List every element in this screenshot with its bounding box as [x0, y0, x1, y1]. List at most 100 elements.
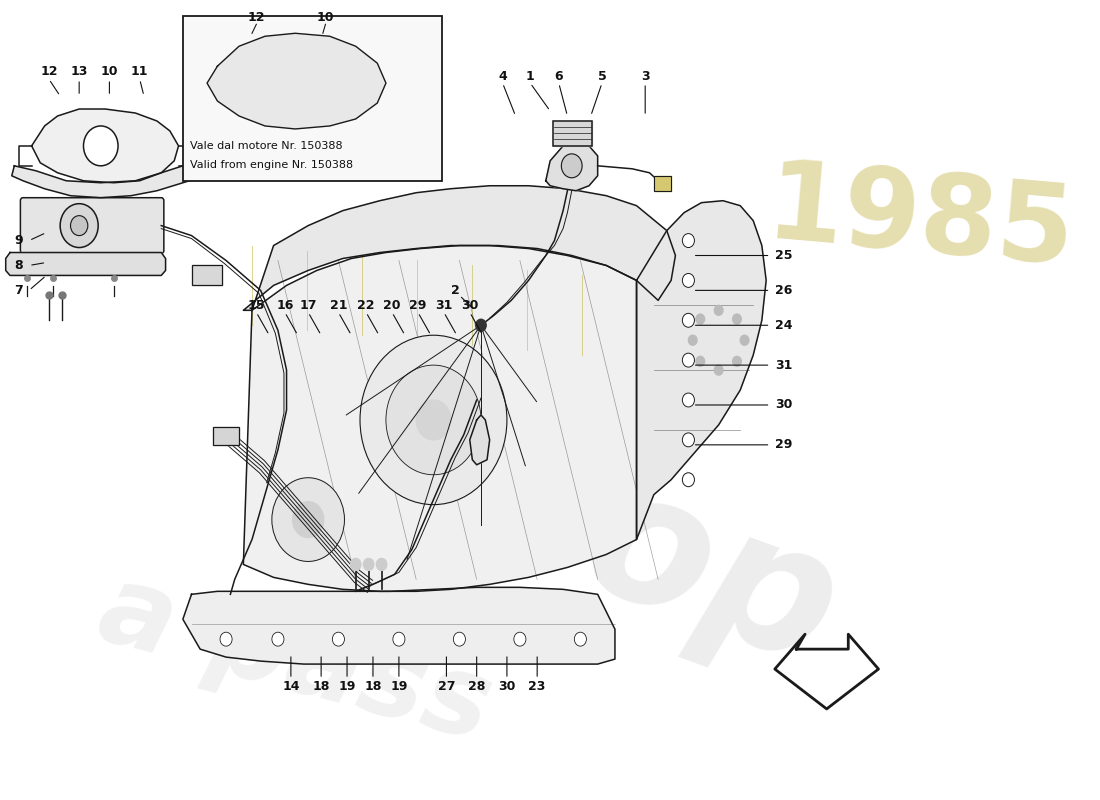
- Text: 4: 4: [498, 70, 507, 82]
- Circle shape: [360, 335, 507, 505]
- Bar: [213, 427, 239, 445]
- Text: 28: 28: [468, 681, 485, 694]
- Circle shape: [696, 356, 705, 366]
- Text: 9: 9: [14, 234, 23, 247]
- Text: 21: 21: [330, 299, 348, 312]
- Circle shape: [574, 632, 586, 646]
- Text: 27: 27: [438, 681, 455, 694]
- Text: 6: 6: [554, 70, 563, 82]
- Circle shape: [476, 319, 486, 331]
- Polygon shape: [6, 253, 166, 275]
- Circle shape: [561, 154, 582, 178]
- Circle shape: [84, 126, 118, 166]
- Bar: [552, 121, 592, 146]
- Text: 25: 25: [774, 249, 792, 262]
- Circle shape: [351, 558, 361, 570]
- Text: 5: 5: [597, 70, 606, 82]
- FancyBboxPatch shape: [183, 16, 442, 181]
- Text: 29: 29: [409, 299, 427, 312]
- FancyBboxPatch shape: [21, 198, 164, 254]
- Circle shape: [714, 365, 723, 375]
- Text: 20: 20: [383, 299, 400, 312]
- Text: 19: 19: [390, 681, 408, 694]
- Text: 19: 19: [339, 681, 355, 694]
- Text: 3: 3: [641, 70, 649, 82]
- Circle shape: [682, 353, 694, 367]
- Text: 1: 1: [526, 70, 535, 82]
- Text: 30: 30: [774, 398, 792, 411]
- Circle shape: [386, 365, 481, 474]
- Circle shape: [514, 632, 526, 646]
- Circle shape: [714, 306, 723, 315]
- Text: 31: 31: [436, 299, 452, 312]
- Text: 24: 24: [774, 318, 792, 332]
- Text: 2: 2: [451, 284, 460, 297]
- Polygon shape: [774, 634, 879, 709]
- Polygon shape: [470, 415, 490, 465]
- Circle shape: [696, 314, 705, 324]
- Text: 29: 29: [774, 438, 792, 451]
- Text: 15: 15: [248, 299, 265, 312]
- Circle shape: [453, 632, 465, 646]
- Polygon shape: [243, 186, 675, 310]
- Text: Vale dal motore Nr. 150388: Vale dal motore Nr. 150388: [190, 141, 342, 151]
- Circle shape: [682, 393, 694, 407]
- Circle shape: [416, 400, 451, 440]
- Bar: [653, 176, 671, 190]
- Circle shape: [682, 473, 694, 486]
- Text: 8: 8: [14, 259, 23, 272]
- Circle shape: [363, 558, 374, 570]
- Circle shape: [272, 478, 344, 562]
- Text: 12: 12: [248, 11, 265, 24]
- Circle shape: [376, 558, 387, 570]
- Text: 22: 22: [358, 299, 375, 312]
- Text: 18: 18: [364, 681, 382, 694]
- Bar: [191, 266, 222, 286]
- Text: 30: 30: [461, 299, 478, 312]
- Text: 18: 18: [312, 681, 330, 694]
- Circle shape: [733, 314, 741, 324]
- Circle shape: [70, 216, 88, 235]
- Circle shape: [682, 234, 694, 247]
- Text: europ: europ: [243, 335, 861, 704]
- Text: Valid from engine Nr. 150388: Valid from engine Nr. 150388: [190, 160, 353, 170]
- Polygon shape: [12, 164, 196, 198]
- Text: 16: 16: [276, 299, 294, 312]
- Text: 11: 11: [131, 65, 149, 78]
- Circle shape: [682, 433, 694, 447]
- Text: 17: 17: [299, 299, 317, 312]
- Text: 13: 13: [70, 65, 88, 78]
- Text: 31: 31: [774, 358, 792, 372]
- Text: 30: 30: [498, 681, 516, 694]
- Polygon shape: [243, 246, 637, 591]
- Circle shape: [682, 274, 694, 287]
- Bar: [191, 266, 222, 286]
- Circle shape: [689, 335, 697, 345]
- Text: 14: 14: [282, 681, 299, 694]
- Text: 26: 26: [774, 284, 792, 297]
- Text: 23: 23: [528, 681, 546, 694]
- Polygon shape: [32, 109, 178, 182]
- Circle shape: [220, 632, 232, 646]
- Circle shape: [393, 632, 405, 646]
- Circle shape: [272, 632, 284, 646]
- Text: 12: 12: [41, 65, 57, 78]
- Bar: [552, 121, 592, 146]
- Bar: [653, 176, 671, 190]
- Text: 10: 10: [101, 65, 118, 78]
- Polygon shape: [546, 141, 597, 190]
- Polygon shape: [637, 201, 767, 539]
- Circle shape: [682, 314, 694, 327]
- Polygon shape: [207, 34, 386, 129]
- Text: 1985: 1985: [762, 154, 1079, 287]
- Text: 10: 10: [317, 11, 334, 24]
- Circle shape: [740, 335, 749, 345]
- Text: a pass: a pass: [88, 555, 503, 762]
- Circle shape: [60, 204, 98, 247]
- Polygon shape: [183, 587, 615, 664]
- Circle shape: [332, 632, 344, 646]
- Circle shape: [293, 502, 323, 538]
- Circle shape: [733, 356, 741, 366]
- Text: 7: 7: [14, 284, 23, 297]
- Bar: [213, 427, 239, 445]
